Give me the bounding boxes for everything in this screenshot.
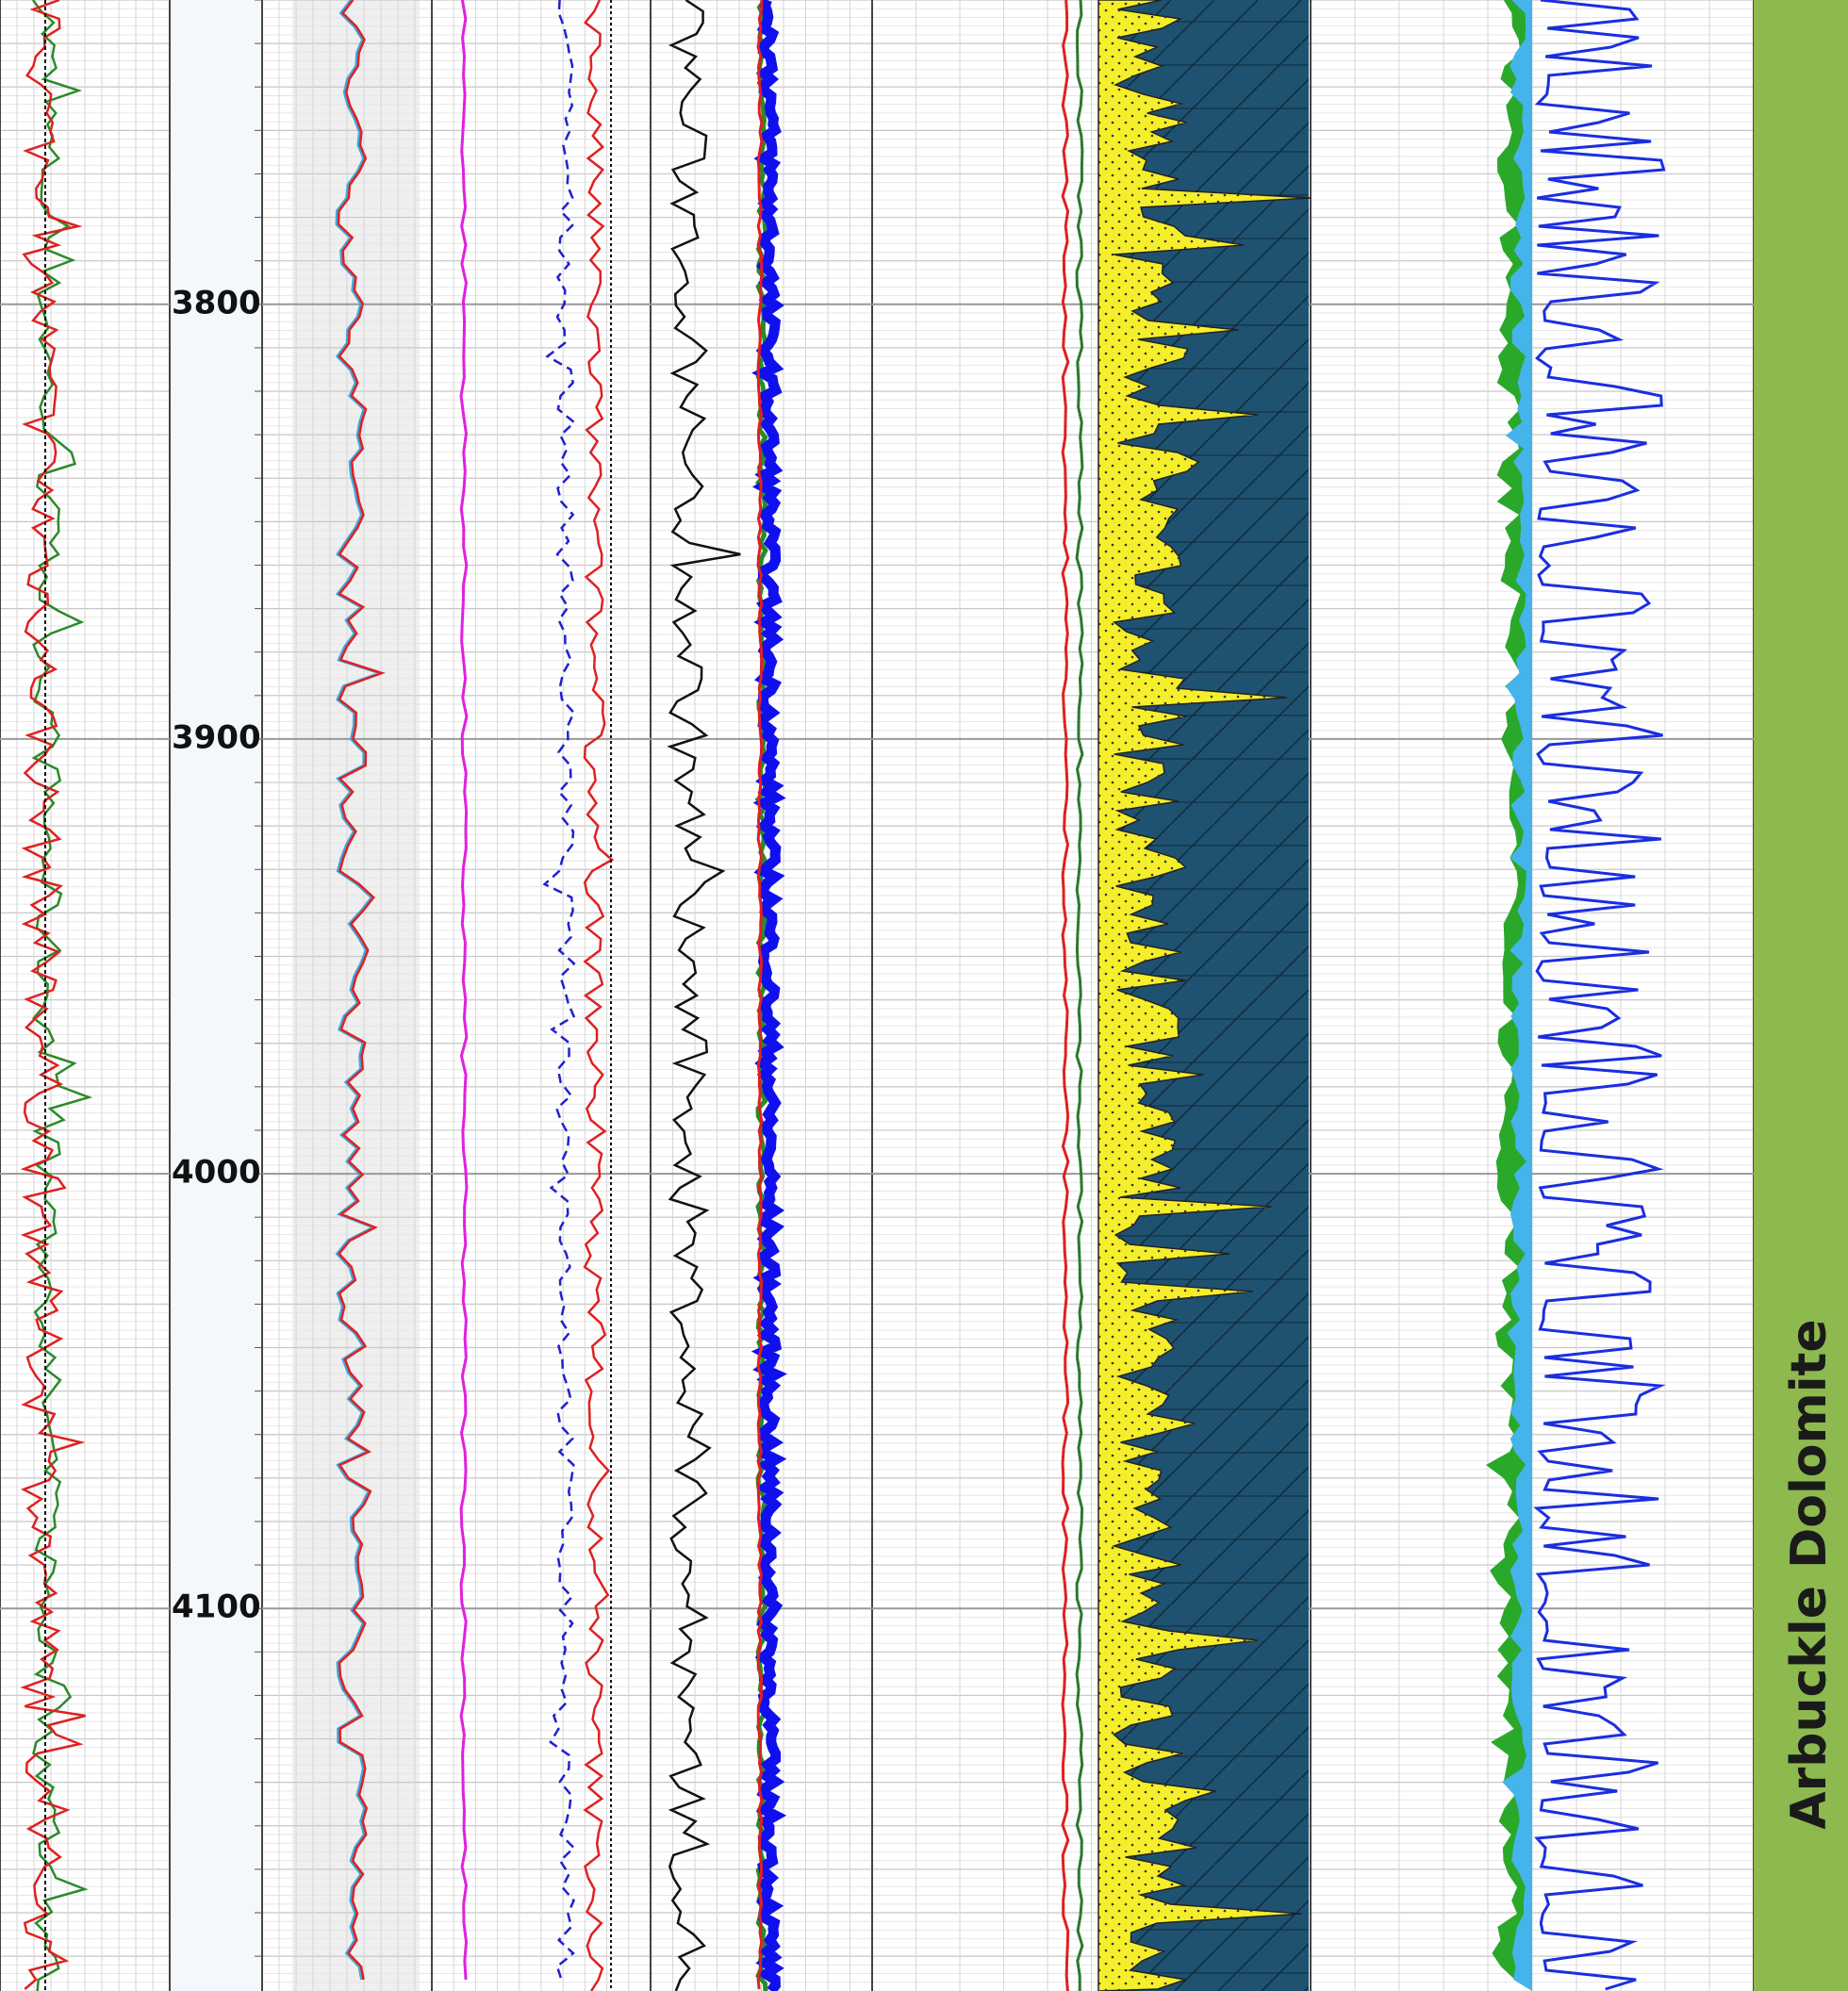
log-curve: [459, 0, 469, 1981]
log-curve: [583, 0, 615, 1991]
formation-track: [1754, 0, 1848, 1991]
log-curve: [1533, 0, 1666, 1991]
curves: [20, 0, 1666, 1991]
depth-label: 3900: [172, 718, 261, 756]
log-curve: [667, 0, 741, 1991]
log-curve: [751, 0, 787, 1991]
grid: [0, 0, 1755, 1991]
formation-name: Arbuckle Dolomite: [1781, 1319, 1838, 1829]
depth-track: [170, 0, 262, 1991]
depth-label: 4100: [172, 1588, 261, 1626]
lithology-dots: [1098, 0, 1312, 1991]
log-curve: [1061, 0, 1070, 1991]
log-curve: [335, 0, 385, 1981]
log-curve: [1075, 0, 1084, 1991]
log-curve: [20, 0, 86, 1990]
log-curve: [756, 0, 764, 1990]
log-curve: [337, 0, 386, 1981]
fill-blue: [1502, 0, 1532, 1991]
depth-label: 3800: [172, 284, 261, 321]
depth-label: 4000: [172, 1154, 261, 1192]
log-curve: [542, 0, 576, 1981]
